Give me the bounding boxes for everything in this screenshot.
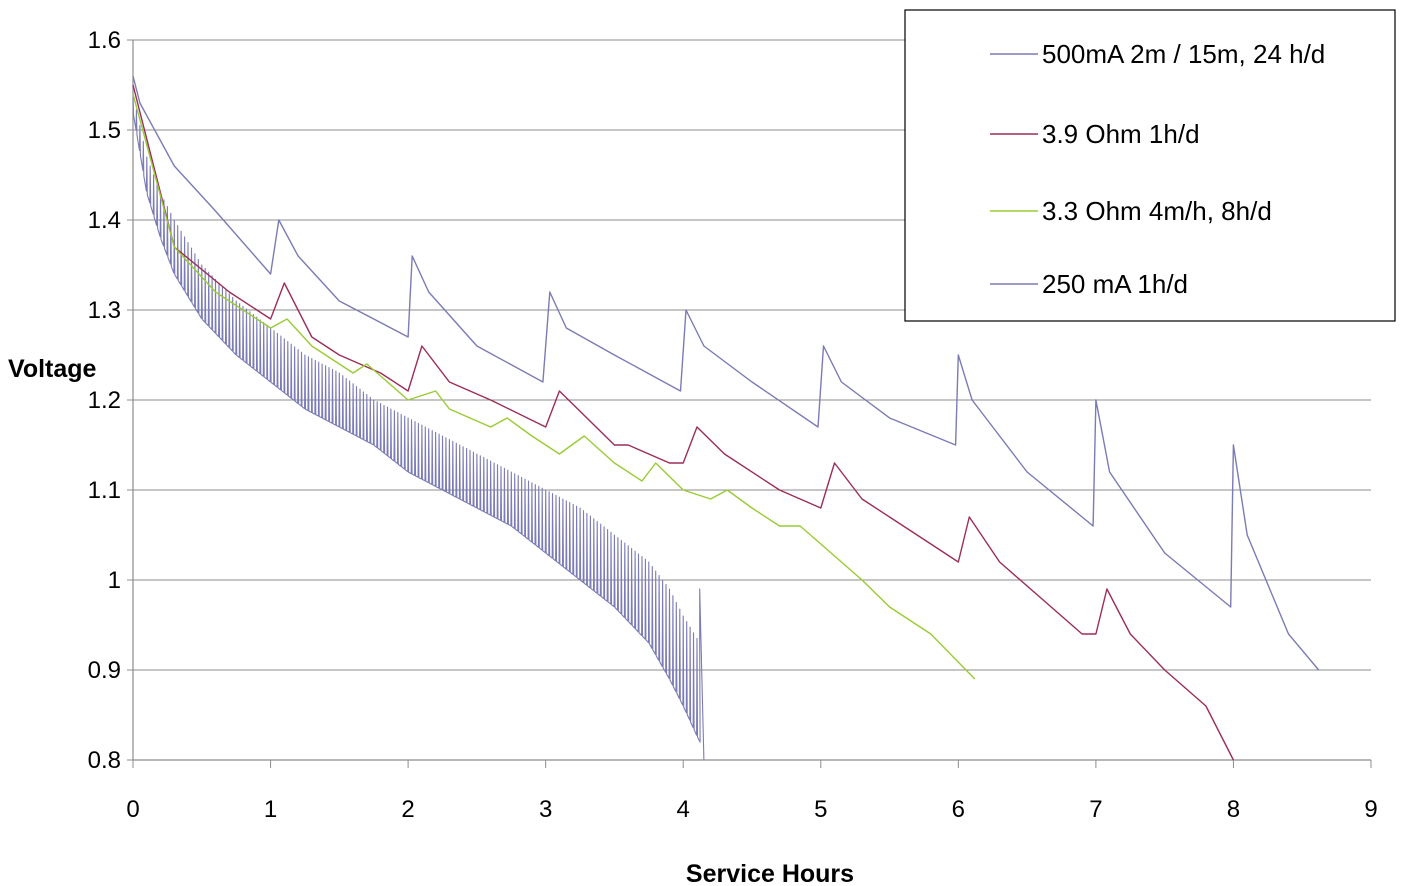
x-tick-label: 6 [952, 796, 965, 823]
x-tick-labels: 0 1 2 3 4 5 6 7 8 9 [126, 796, 1377, 823]
series-line [132, 93, 976, 680]
x-tick-label: 9 [1364, 796, 1377, 823]
series-line [132, 75, 1320, 671]
x-tick-label: 3 [539, 796, 552, 823]
y-tick-label: 1.4 [88, 207, 121, 234]
y-tick-label: 0.9 [88, 657, 121, 684]
y-tick-label: 1.2 [88, 387, 121, 414]
x-tick-label: 1 [264, 796, 277, 823]
legend-label: 3.3 Ohm 4m/h, 8h/d [1042, 196, 1272, 226]
legend-box [904, 9, 1396, 322]
plot-area [132, 75, 1320, 761]
y-axis-title: Voltage [8, 355, 97, 383]
x-tick-label: 5 [814, 796, 827, 823]
legend-label: 500mA 2m / 15m, 24 h/d [1042, 39, 1325, 69]
y-tick-label: 1.3 [88, 297, 121, 324]
x-tick-label: 4 [677, 796, 690, 823]
axes [127, 39, 1372, 768]
x-tick-label: 8 [1227, 796, 1240, 823]
y-tick-label: 0.8 [88, 747, 121, 774]
series-line [132, 93, 705, 761]
series-line [132, 84, 1235, 761]
legend-label: 250 mA 1h/d [1042, 269, 1188, 299]
x-axis-title: Service Hours [686, 860, 854, 886]
y-tick-label: 1.5 [88, 117, 121, 144]
x-tick-label: 7 [1089, 796, 1102, 823]
y-tick-label: 1.1 [88, 477, 121, 504]
legend: 500mA 2m / 15m, 24 h/d 3.9 Ohm 1h/d 3.3 Oh… [904, 9, 1396, 322]
x-tick-label: 2 [401, 796, 414, 823]
y-tick-labels: 0.8 0.9 1 1.1 1.2 1.3 1.4 1.5 1.6 [88, 27, 121, 774]
legend-label: 3.9 Ohm 1h/d [1042, 119, 1200, 149]
y-tick-label: 1 [108, 567, 121, 594]
x-tick-label: 0 [126, 796, 139, 823]
y-tick-label: 1.6 [88, 27, 121, 54]
